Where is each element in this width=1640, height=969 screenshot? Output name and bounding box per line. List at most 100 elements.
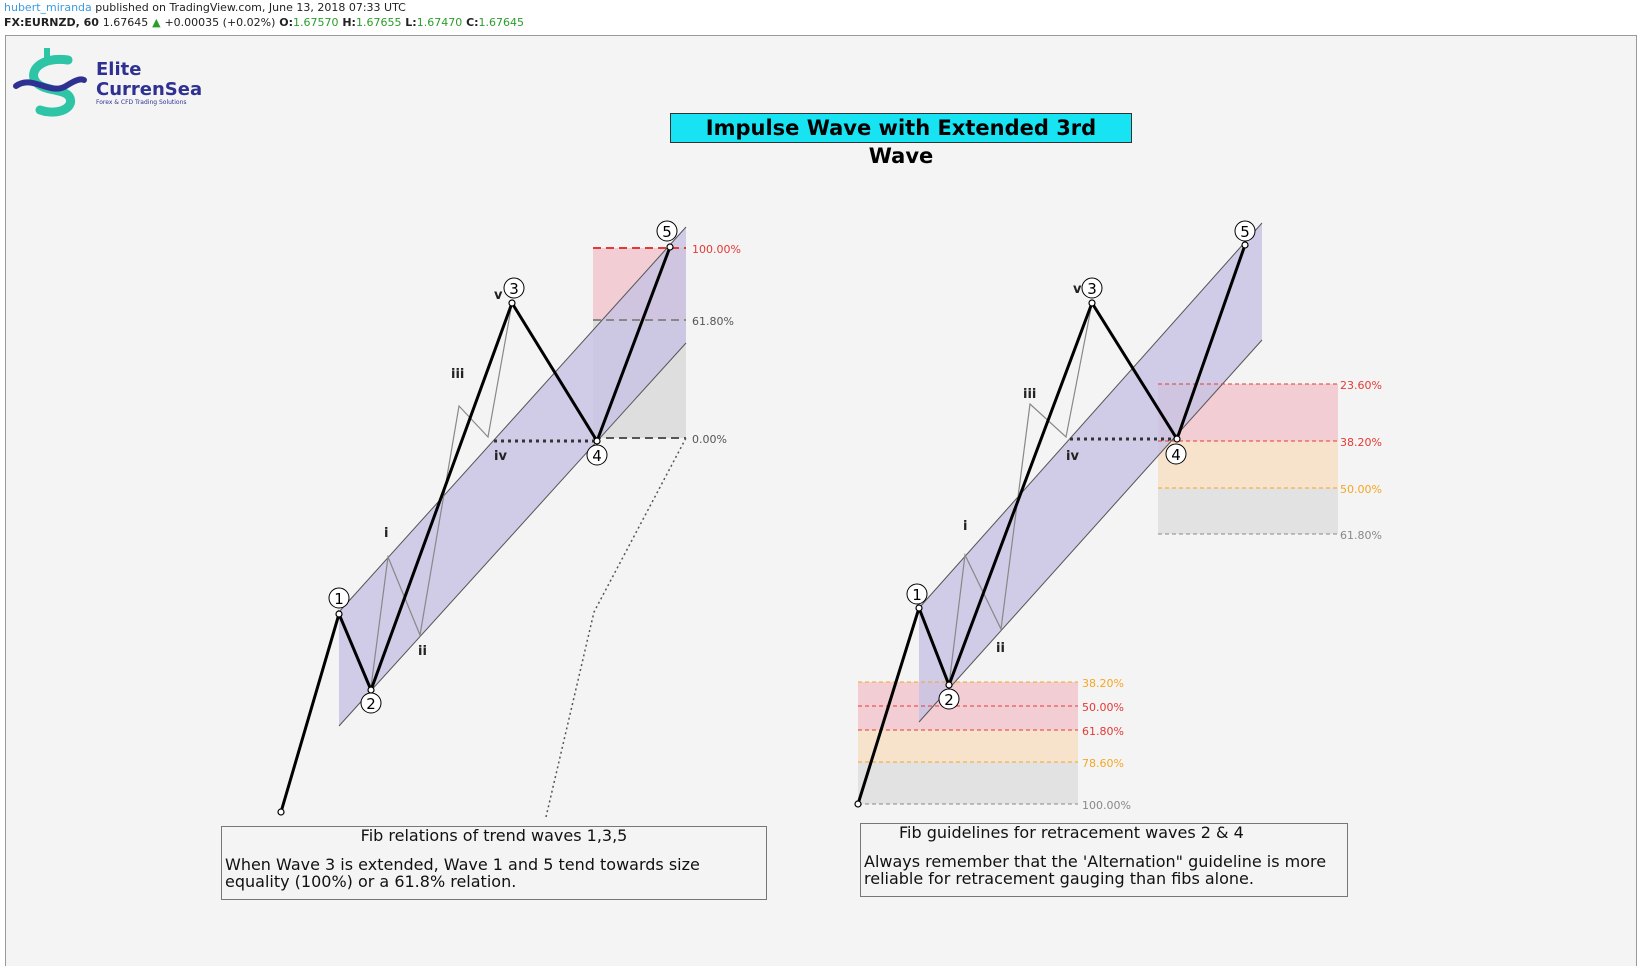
wave-2-marker <box>360 692 382 714</box>
wave-3-marker-right <box>1081 277 1103 299</box>
wave-5-label: 5 <box>662 223 672 241</box>
fib-label-100: 100.00% <box>692 243 741 256</box>
channel-lower-line <box>338 342 687 727</box>
pivot-r1 <box>915 604 923 612</box>
channel-lower-line-right <box>918 339 1263 723</box>
pivot-r2 <box>945 681 953 689</box>
close-label: C: <box>466 16 479 29</box>
open-label: O: <box>279 16 293 29</box>
subwave-i-label-right: i <box>963 519 967 534</box>
w4-label-236: 23.60% <box>1340 379 1382 392</box>
diagram-title: Impulse Wave with Extended 3rd Wave <box>670 113 1132 168</box>
published-text: published on TradingView.com, June 13, 2… <box>91 1 406 14</box>
left-note-heading: Fib relations of trend waves 1,3,5 <box>360 826 628 845</box>
wave-3-label: 3 <box>509 280 519 298</box>
w2-zone-382-618 <box>858 682 1078 730</box>
pivot-4 <box>593 437 601 445</box>
wave-1-marker-right <box>906 583 928 605</box>
wave-1-label: 1 <box>334 590 344 608</box>
author-link[interactable]: hubert_miranda <box>4 1 92 14</box>
publish-line: hubert_miranda published on TradingView.… <box>4 0 524 15</box>
high-label: H: <box>342 16 356 29</box>
wave-2-marker-right <box>938 688 960 710</box>
subwave-iii-label: iii <box>451 367 464 382</box>
w2-label-618: 61.80% <box>1082 725 1124 738</box>
dotted-projection <box>545 437 687 818</box>
wave-5-marker-right <box>1234 220 1256 242</box>
left-diagram: 100.00% 61.80% 0.00% 1 2 3 4 5 i ii iii … <box>277 220 741 818</box>
pivot-r0 <box>854 800 862 808</box>
subwave-iv-label: iv <box>494 449 507 464</box>
w4-label-618: 61.80% <box>1340 529 1382 542</box>
w2-label-786: 78.60% <box>1082 757 1124 770</box>
close-value: 1.67645 <box>478 16 525 29</box>
wave-1-label-right: 1 <box>912 586 922 604</box>
wave-4-marker-right <box>1165 443 1187 465</box>
left-note-box: Fib relations of trend waves 1,3,5 When … <box>221 826 767 900</box>
logo-tagline: Forex & CFD Trading Solutions <box>96 99 187 106</box>
w2-label-50: 50.00% <box>1082 701 1124 714</box>
pivot-r5 <box>1241 241 1249 249</box>
up-arrow-icon: ▲ <box>152 16 161 29</box>
symbol-label: FX:EURNZD, 60 <box>4 16 99 29</box>
pivot-2 <box>367 686 375 694</box>
pivot-r3 <box>1088 299 1096 307</box>
pivot-5 <box>666 243 674 251</box>
wave-5-marker <box>656 220 678 242</box>
pivot-r4 <box>1173 435 1181 443</box>
pivot-0 <box>277 808 285 816</box>
wave-2-label-right: 2 <box>944 691 954 709</box>
subwave-v-label-right: v <box>1073 282 1082 297</box>
pivot-3 <box>508 299 516 307</box>
fib-label-0: 0.00% <box>692 433 727 446</box>
right-note-body: Always remember that the 'Alternation" g… <box>864 852 1327 888</box>
wave-1-marker <box>328 587 350 609</box>
publish-header: hubert_miranda published on TradingView.… <box>4 0 524 30</box>
right-note-heading: Fib guidelines for retracement waves 2 &… <box>899 823 1244 842</box>
wave-3-label-right: 3 <box>1087 280 1097 298</box>
channel-upper-line <box>338 226 687 613</box>
subwave-ii-label: ii <box>418 644 427 659</box>
low-value: 1.67470 <box>416 16 463 29</box>
w4-zone-382-50 <box>1158 441 1338 488</box>
impulse-wave-line <box>279 246 672 813</box>
w4-zone-50-618 <box>1158 488 1338 534</box>
subwave-v-label: v <box>494 288 503 303</box>
logo-line-2: CurrenSea <box>96 79 203 100</box>
w2-label-100: 100.00% <box>1082 799 1131 812</box>
left-note-body: When Wave 3 is extended, Wave 1 and 5 te… <box>225 855 700 891</box>
logo-wordmark: Elite CurrenSea <box>96 60 202 100</box>
w4-label-382: 38.20% <box>1340 436 1382 449</box>
channel-upper-line-right <box>918 222 1263 609</box>
open-value: 1.67570 <box>293 16 339 29</box>
wave-4-label: 4 <box>592 447 602 465</box>
wave-3-marker <box>503 277 525 299</box>
w2-zone-786-100 <box>858 762 1078 804</box>
pivot-1 <box>335 610 343 618</box>
last-price: 1.67645 <box>102 16 149 29</box>
logo-line-1: Elite <box>96 59 142 80</box>
ohlc-line: FX:EURNZD, 60 1.67645 ▲ +0.00035 (+0.02%… <box>4 15 524 30</box>
w2-zone-618-786 <box>858 730 1078 762</box>
wave-2-label: 2 <box>366 695 376 713</box>
subwave-ii-label-right: ii <box>996 641 1005 656</box>
right-diagram: 23.60% 38.20% 50.00% 61.80% 38.20% 50.00… <box>854 220 1382 812</box>
w2-label-382: 38.20% <box>1082 677 1124 690</box>
subwave-iv-label-right: iv <box>1066 449 1079 464</box>
subwave-line <box>370 302 513 688</box>
wave-5-label-right: 5 <box>1240 223 1250 241</box>
logo-icon <box>13 48 87 117</box>
wave-4-marker <box>586 444 608 466</box>
high-value: 1.67655 <box>355 16 402 29</box>
fib-label-618: 61.80% <box>692 315 734 328</box>
w4-label-50: 50.00% <box>1340 483 1382 496</box>
right-note-box: Fib guidelines for retracement waves 2 &… <box>860 823 1348 897</box>
impulse-wave-line-right <box>856 244 1247 805</box>
subwave-i-label: i <box>384 526 388 541</box>
subwave-line-right <box>948 302 1093 686</box>
wave-4-label-right: 4 <box>1171 446 1181 464</box>
low-label: L: <box>405 16 417 29</box>
price-change: +0.00035 (+0.02%) <box>164 16 276 29</box>
chart-canvas[interactable] <box>5 35 1637 966</box>
